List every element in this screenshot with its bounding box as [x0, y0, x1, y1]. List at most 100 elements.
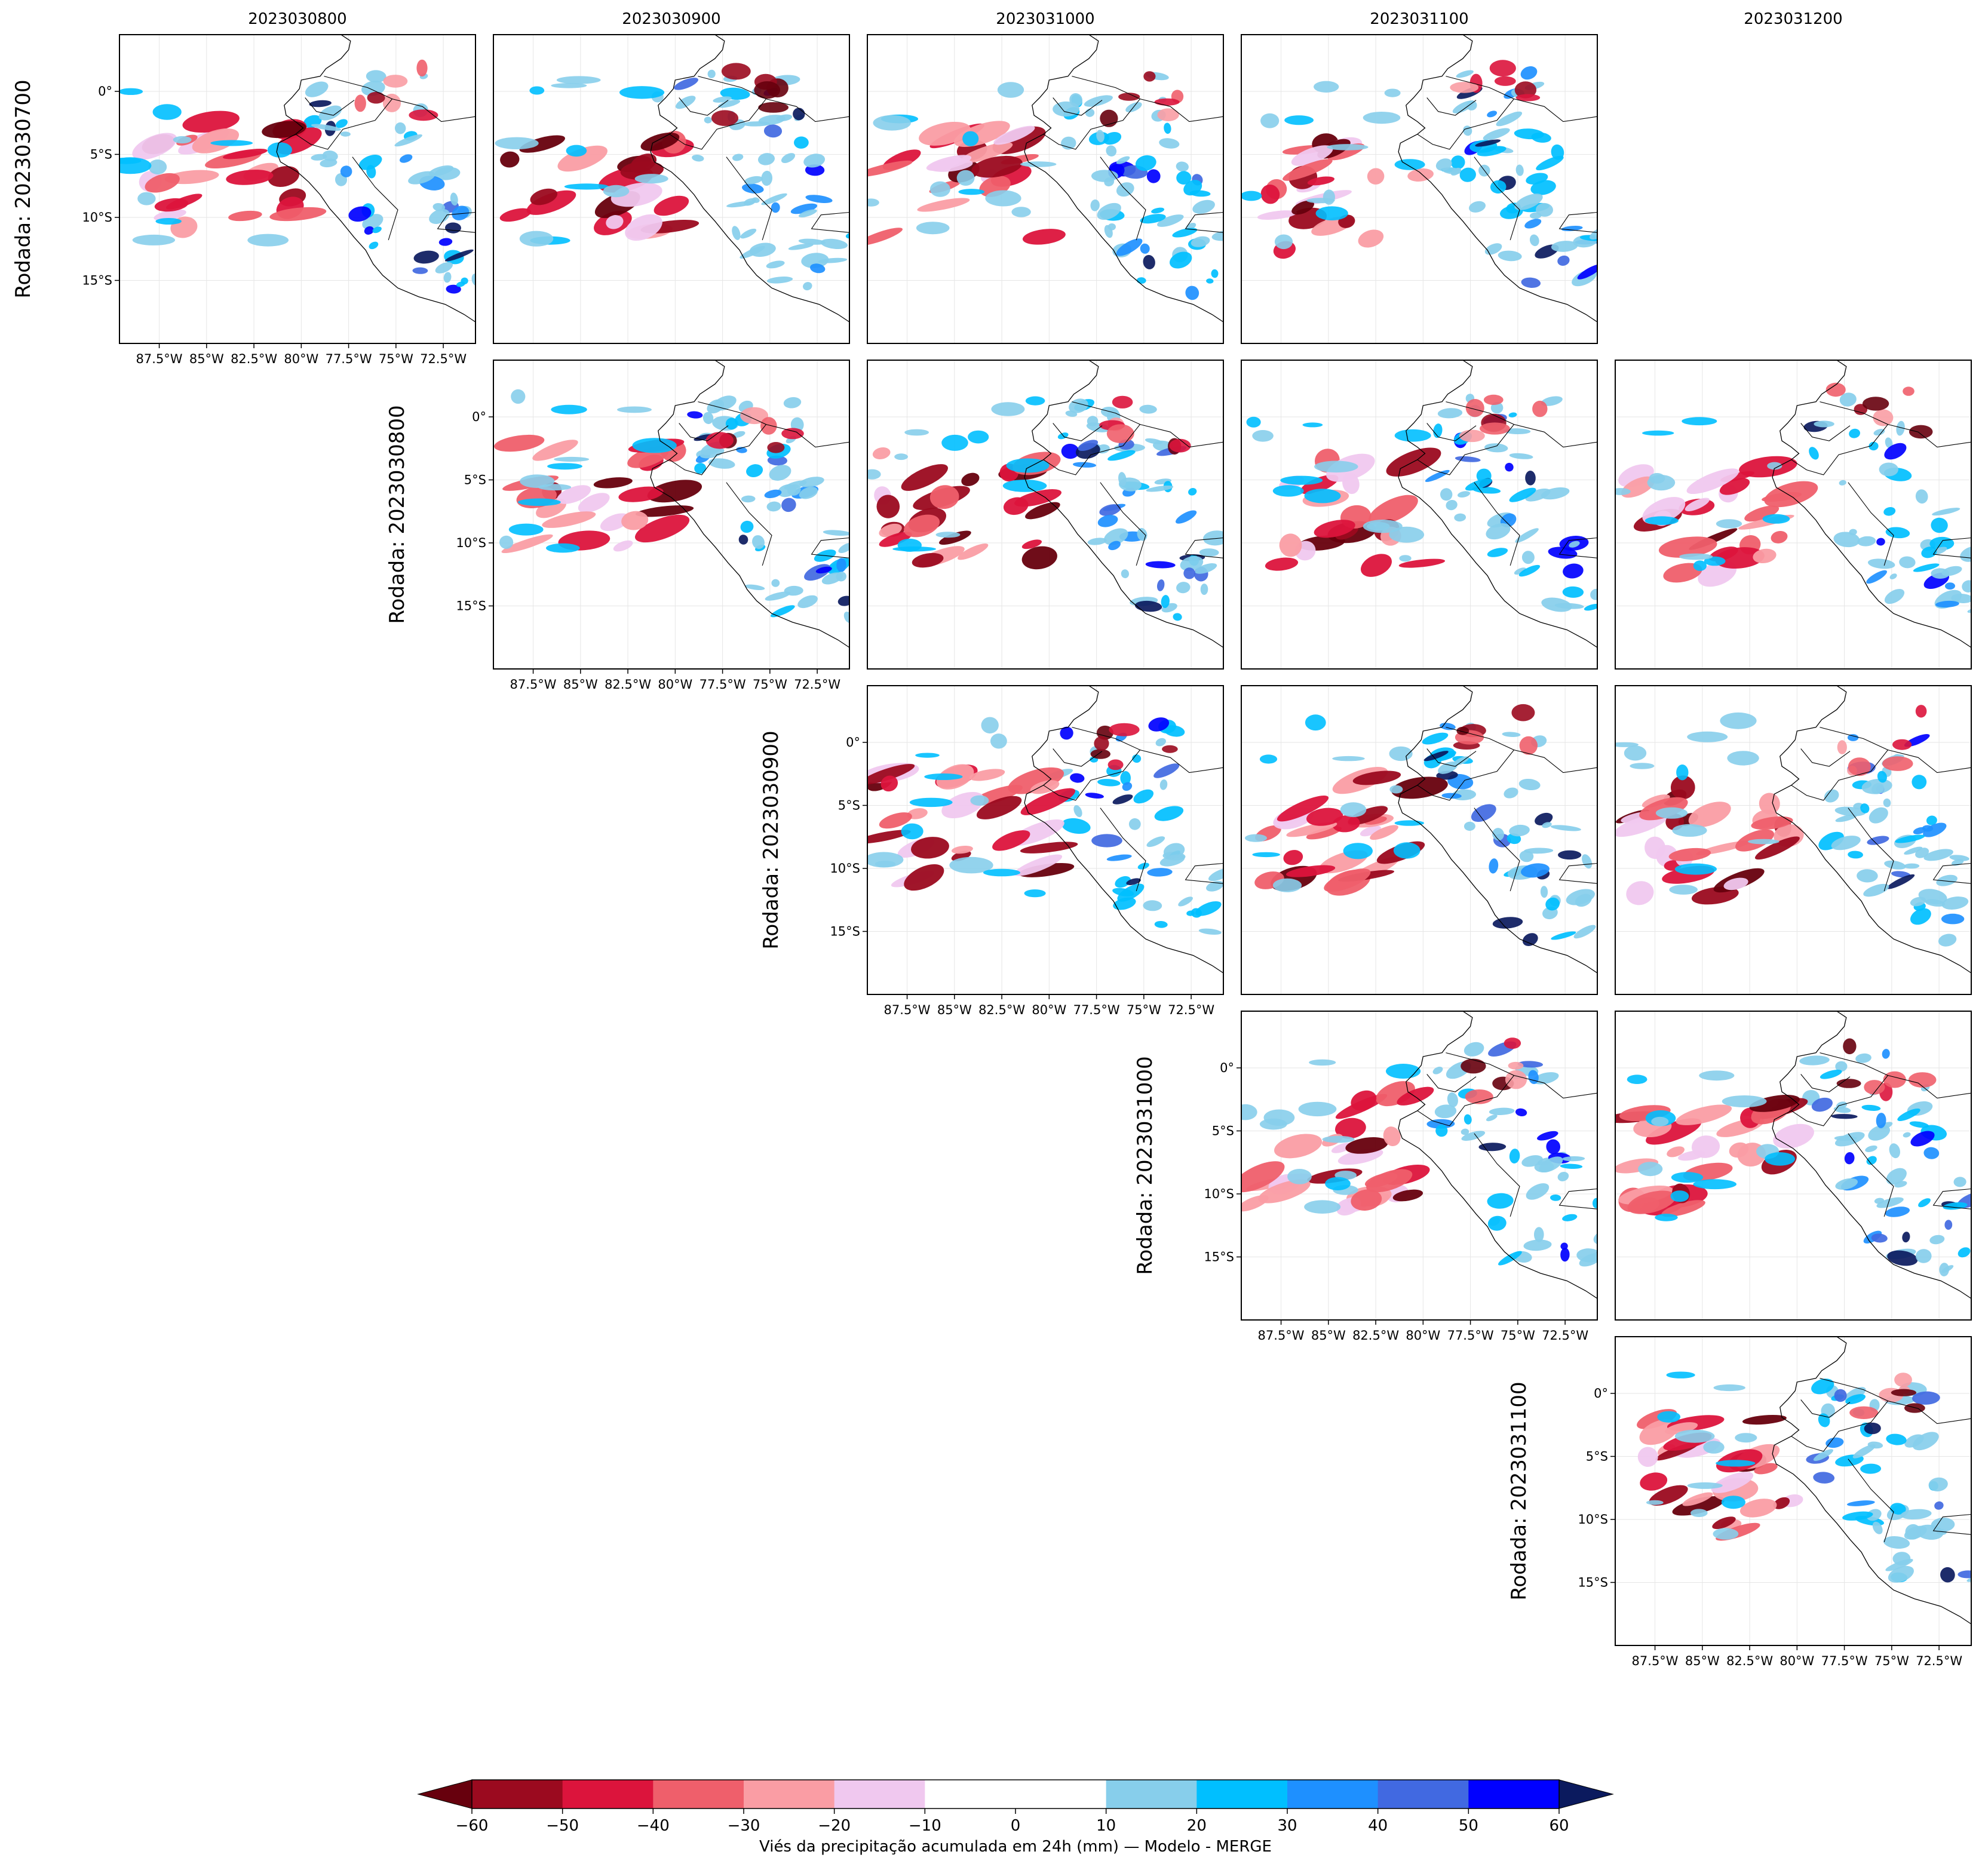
map-content: [867, 360, 1223, 669]
bias-blob-positive: [1520, 66, 1538, 80]
bias-blob-positive: [1107, 223, 1116, 231]
bias-blob-positive: [1156, 579, 1165, 591]
lat-tick-label: 10°S: [1204, 1187, 1234, 1201]
bias-blob-positive: [1200, 584, 1208, 595]
bias-blob-negative: [542, 511, 596, 528]
bias-blob-negative: [1480, 422, 1510, 435]
bias-blob-positive: [499, 535, 514, 549]
bias-blob-negative: [1711, 1472, 1754, 1493]
map-frame: [1615, 1336, 1972, 1646]
bias-blob-positive: [372, 226, 382, 234]
colorbar-tick-label: 10: [1096, 1817, 1116, 1835]
bias-blob-negative: [1107, 759, 1124, 770]
bias-blob-negative: [760, 417, 777, 435]
bias-blob-positive: [1949, 855, 1969, 861]
valid-date-title: 2023031100: [1370, 10, 1468, 28]
lon-tick-label: 80°W: [1032, 1003, 1066, 1017]
bias-blob-positive: [1241, 1104, 1257, 1120]
bias-blob-positive: [752, 535, 765, 549]
bias-blob-positive: [1161, 595, 1170, 609]
bias-blob-negative: [600, 513, 630, 532]
bias-blob-positive: [1551, 241, 1578, 252]
lat-tick-label: 0°: [1594, 1386, 1608, 1401]
bias-blob-negative: [1873, 409, 1894, 426]
bias-blob-positive: [692, 154, 704, 162]
bias-blob-positive: [1280, 475, 1323, 485]
bias-blob-negative: [917, 198, 970, 212]
bias-blob-negative: [500, 151, 520, 168]
bias-blob-negative: [867, 830, 911, 844]
bias-blob-positive: [1461, 1131, 1486, 1141]
bias-blob-positive: [1208, 868, 1223, 882]
bias-blob-positive: [1070, 773, 1085, 783]
bias-blob-positive: [1072, 462, 1097, 468]
coastline: [650, 35, 849, 323]
bias-blob-negative: [262, 121, 306, 139]
bias-blob-positive: [1953, 1177, 1966, 1187]
bias-blob-positive: [1524, 848, 1554, 854]
country-border: [305, 97, 355, 116]
bias-blob-positive: [311, 124, 341, 131]
bias-blob-negative: [557, 485, 591, 504]
map-frame: [1241, 685, 1598, 995]
run-label: Rodada: 2023030700: [11, 79, 35, 298]
bias-blob-positive: [1541, 396, 1563, 406]
bias-blob-positive: [1298, 1101, 1337, 1117]
bias-blob-positive: [1484, 243, 1502, 255]
bias-blob-positive: [1159, 854, 1185, 867]
coastline: [1772, 686, 1971, 974]
bias-blob-positive: [1577, 264, 1597, 280]
bias-blob-positive: [732, 153, 744, 161]
bias-blob-positive: [1923, 849, 1953, 861]
bias-blob-positive: [1590, 226, 1597, 240]
bias-blob-positive: [803, 153, 826, 168]
bias-blob-positive: [1468, 201, 1486, 213]
lat-tick-label: 15°S: [456, 598, 486, 613]
bias-blob-positive: [1884, 589, 1905, 604]
bias-blob-negative: [530, 188, 558, 205]
bias-blob-positive: [1638, 1162, 1663, 1177]
bias-blob-positive: [1932, 508, 1960, 516]
bias-blob-negative: [1514, 81, 1537, 99]
bias-blob-negative: [969, 769, 1005, 781]
bias-blob-positive: [564, 183, 609, 190]
bias-blob-positive: [873, 115, 911, 131]
bias-blob-positive: [603, 185, 630, 198]
bias-blob-positive: [1241, 191, 1262, 201]
bias-blob-negative: [1351, 1090, 1377, 1111]
coastline: [1024, 686, 1223, 974]
bias-blob-negative: [1391, 776, 1448, 799]
bias-blob-positive: [1245, 834, 1267, 842]
bias-blob-positive: [1450, 167, 1461, 176]
map-content: [1615, 686, 1982, 994]
bias-blob-positive: [1498, 1251, 1522, 1266]
bias-blob-negative: [1904, 1403, 1925, 1413]
colorbar-tick-label: −30: [728, 1817, 760, 1835]
bias-blob-positive: [508, 523, 544, 536]
bias-blob-positive: [1923, 822, 1947, 837]
bias-blob-negative: [1682, 1492, 1713, 1506]
bias-blob-positive: [766, 260, 785, 269]
bias-blob-positive: [1514, 567, 1526, 575]
bias-blob-positive: [1834, 806, 1866, 816]
bias-blob-negative: [354, 94, 366, 112]
lat-tick-label: 5°S: [90, 147, 112, 161]
bias-blob-positive: [318, 105, 342, 121]
bias-blob-positive: [1865, 1145, 1877, 1152]
bias-blob-positive: [1252, 430, 1274, 442]
bias-blob-positive: [267, 142, 292, 158]
bias-blob-positive: [1716, 519, 1742, 529]
map-frame: [1615, 360, 1972, 670]
map-frame: [867, 360, 1224, 670]
bias-blob-positive: [1894, 1181, 1907, 1188]
country-border: [1932, 537, 1971, 558]
bias-blob-positive: [1305, 714, 1326, 731]
bias-blob-negative: [1515, 94, 1541, 102]
bias-blob-negative: [1663, 563, 1702, 583]
bias-blob-positive: [1524, 219, 1542, 229]
bias-blob-positive: [897, 538, 922, 552]
country-border: [1426, 1074, 1477, 1092]
country-border: [1971, 960, 1982, 968]
bias-blob-positive: [758, 115, 786, 125]
